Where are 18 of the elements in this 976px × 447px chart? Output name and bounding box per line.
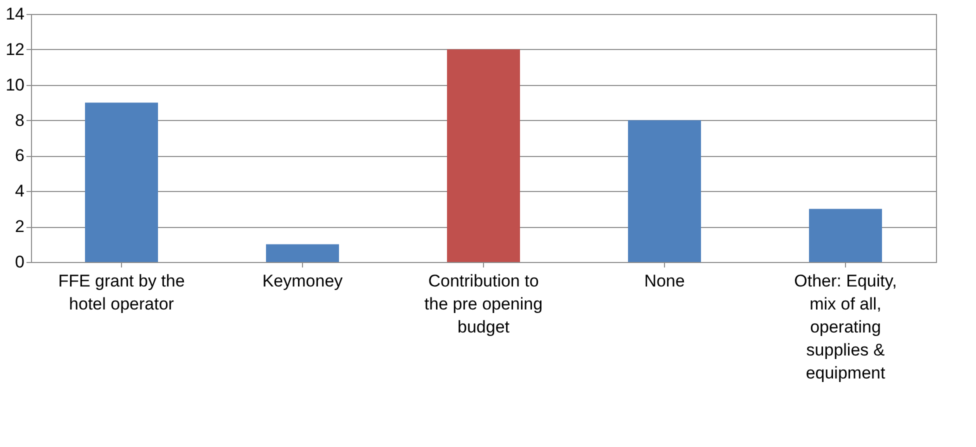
y-tick-label: 2 [15, 217, 24, 236]
x-tick-label: Keymoney [262, 272, 344, 290]
y-tick-label: 10 [6, 75, 24, 94]
x-tick-label: Contribution to the pre opening budget [424, 272, 543, 336]
y-tick-label: 12 [6, 40, 24, 59]
y-tick-label: 8 [15, 110, 24, 130]
x-tick-label: None [644, 272, 685, 290]
x-tick-label: Other: Equity, mix of all, operating supplies & equipment [794, 272, 897, 382]
bar [85, 102, 158, 262]
bar [447, 49, 520, 262]
bar [266, 244, 339, 262]
y-tick-label: 6 [15, 146, 24, 166]
x-tick-label: FFE grant by the hotel operator [58, 272, 185, 314]
y-tick-label: 14 [6, 4, 24, 24]
y-tick-label: 0 [15, 252, 24, 272]
y-tick-label: 4 [15, 182, 24, 201]
bar [628, 120, 701, 262]
bar [809, 208, 882, 262]
